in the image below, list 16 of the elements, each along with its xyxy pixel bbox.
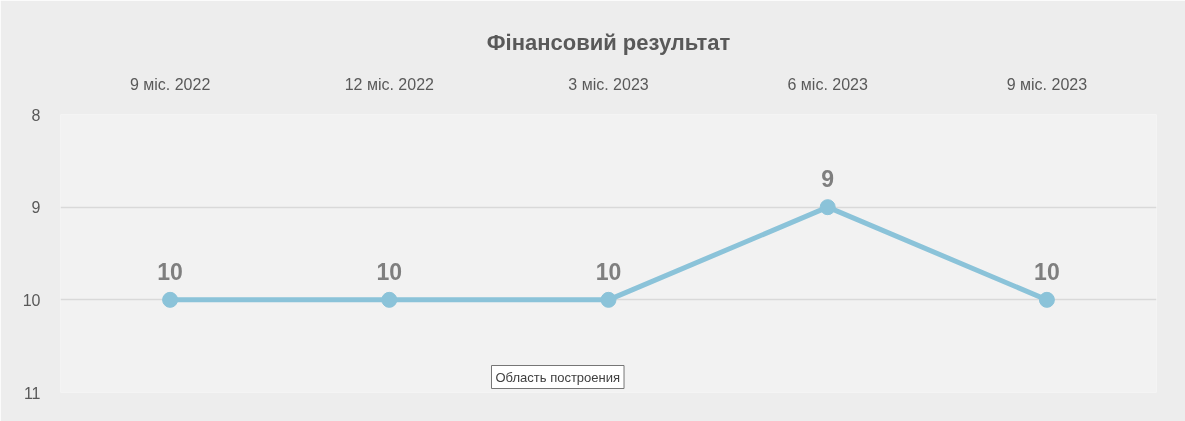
y-tick-label: 10 (22, 291, 41, 309)
x-tick-label: 9 міс. 2022 (129, 75, 211, 93)
x-tick-label: 12 міс. 2022 (344, 75, 435, 93)
y-tick-label: 8 (31, 106, 41, 124)
y-tick-label: 11 (23, 384, 41, 402)
x-tick-label: 6 міс. 2023 (787, 75, 868, 93)
x-tick-label: 3 міс. 2023 (568, 75, 649, 93)
data-label: 10 (157, 258, 183, 285)
y-tick-label: 9 (31, 199, 41, 217)
data-label: 10 (595, 258, 622, 285)
data-label: 10 (1034, 258, 1060, 285)
data-label: 10 (376, 258, 403, 285)
x-tick-label: 9 міс. 2023 (1006, 75, 1088, 93)
chart-title: Фінансовий результат (486, 30, 731, 55)
annotation: Область построения (495, 369, 621, 385)
data-label: 9 (821, 166, 835, 193)
